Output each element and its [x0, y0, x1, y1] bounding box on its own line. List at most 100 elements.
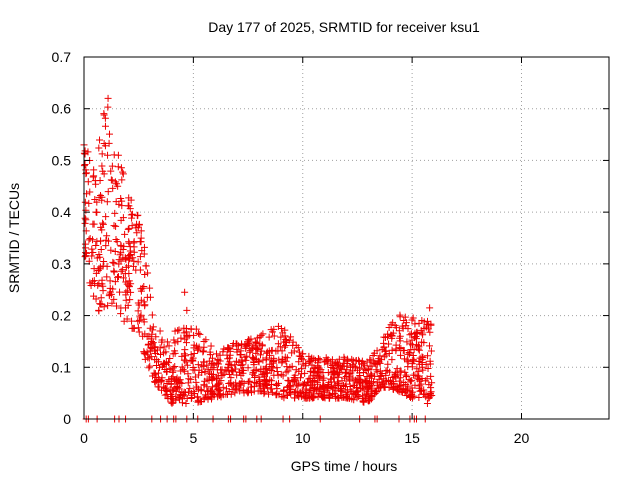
data-point: [397, 351, 405, 359]
data-point: [252, 345, 260, 353]
data-point: [117, 164, 125, 172]
data-point: [94, 281, 102, 289]
data-point: [92, 180, 100, 188]
data-point: [117, 195, 125, 203]
data-point: [273, 385, 281, 393]
data-point: [404, 387, 412, 395]
data-point: [107, 167, 115, 175]
data-point: [403, 338, 411, 346]
data-point: [214, 356, 222, 364]
data-point: [227, 374, 235, 382]
data-point: [312, 356, 320, 364]
data-point: [413, 328, 421, 336]
x-tick-label: 15: [404, 430, 420, 446]
data-point: [315, 364, 323, 372]
data-point: [96, 253, 104, 261]
data-point: [130, 257, 138, 265]
data-point: [278, 358, 286, 366]
data-point: [391, 321, 399, 329]
data-point: [349, 367, 357, 375]
data-point: [273, 391, 281, 399]
data-point: [143, 293, 151, 301]
data-point: [108, 162, 116, 170]
data-point: [284, 367, 292, 375]
data-point: [89, 236, 97, 244]
y-tick-label: 0.2: [52, 308, 72, 324]
data-point: [420, 339, 428, 347]
data-point: [397, 381, 405, 389]
data-point: [277, 325, 285, 332]
data-point: [411, 381, 419, 389]
data-point: [119, 246, 127, 254]
data-point: [95, 265, 103, 273]
data-point: [149, 326, 157, 334]
data-point: [105, 139, 113, 147]
data-point: [249, 353, 257, 361]
data-point: [408, 336, 416, 344]
data-point: [114, 273, 122, 281]
data-point: [388, 332, 396, 340]
data-point: [388, 379, 396, 387]
data-point: [244, 389, 252, 397]
data-point: [402, 319, 410, 327]
data-point: [396, 382, 404, 390]
data-point: [265, 390, 273, 398]
data-point: [426, 360, 434, 368]
data-point: [299, 360, 307, 368]
data-point: [258, 342, 266, 350]
data-point: [408, 316, 416, 324]
data-point: [279, 372, 287, 380]
data-point: [270, 332, 278, 340]
plot-frame: [83, 56, 610, 420]
data-point: [308, 361, 316, 369]
data-point: [366, 380, 374, 388]
data-point: [97, 246, 105, 254]
data-point: [160, 383, 168, 391]
data-point: [110, 259, 118, 267]
data-point: [251, 338, 259, 346]
data-point: [265, 333, 273, 341]
data-point: [192, 383, 200, 391]
data-point: [174, 338, 182, 346]
data-point: [259, 330, 267, 338]
data-point: [416, 387, 424, 395]
data-point: [125, 194, 133, 202]
data-point: [182, 352, 190, 360]
data-point: [423, 399, 431, 407]
data-point: [418, 361, 426, 369]
data-point: [165, 342, 173, 350]
data-point: [411, 371, 419, 379]
data-point: [259, 365, 267, 373]
y-tick-label: 0.3: [52, 256, 72, 272]
data-point: [240, 379, 248, 387]
data-point: [207, 360, 215, 368]
data-point: [387, 331, 395, 339]
data-point: [122, 304, 130, 312]
data-point: [272, 380, 280, 388]
data-point: [261, 370, 269, 378]
data-point: [359, 397, 367, 405]
data-point: [104, 302, 112, 310]
data-point: [357, 376, 365, 384]
grid: [84, 57, 609, 419]
data-point: [130, 324, 138, 332]
data-point: [151, 378, 159, 386]
data-point: [120, 317, 128, 325]
data-point: [134, 307, 142, 315]
data-point: [160, 359, 168, 367]
data-point: [315, 390, 323, 398]
data-point: [194, 329, 202, 337]
data-point: [122, 263, 130, 271]
data-point: [103, 273, 111, 281]
data-point: [137, 311, 145, 319]
data-point: [367, 386, 375, 394]
data-point: [88, 245, 96, 253]
data-point: [119, 214, 127, 222]
data-point: [358, 357, 366, 365]
y-tick-label: 0: [63, 411, 71, 427]
data-point: [199, 348, 207, 356]
data-point: [100, 303, 108, 311]
data-point: [119, 168, 127, 176]
data-point: [325, 391, 333, 399]
